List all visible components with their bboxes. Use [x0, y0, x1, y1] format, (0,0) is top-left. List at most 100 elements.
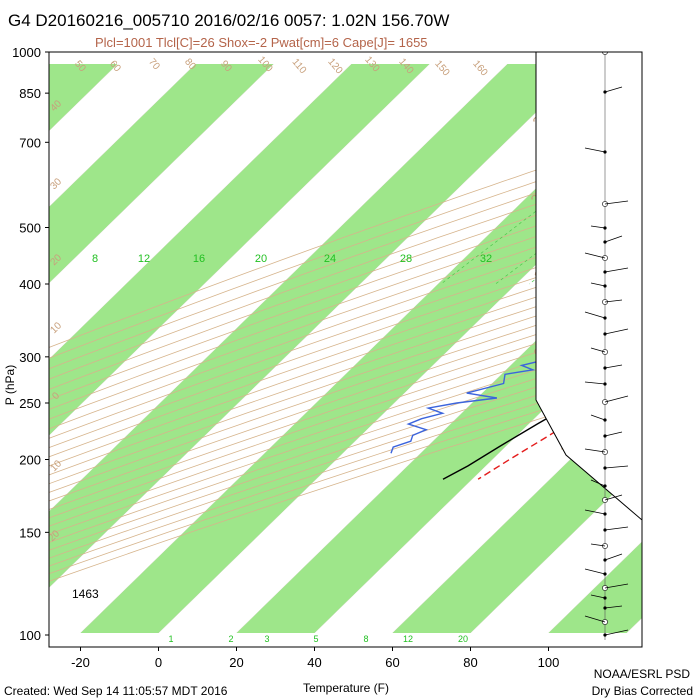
isotherm-line [470, 465, 642, 634]
y-tick-label: 1000 [12, 45, 41, 60]
wind-barb [604, 605, 623, 609]
y-tick-label: 850 [19, 86, 41, 101]
mixing-ratio-bottom-label: 20 [458, 634, 468, 644]
wind-barbs [584, 52, 629, 640]
isotherm-label-left: 30 [48, 176, 64, 192]
mixing-ratio-label: 8 [92, 253, 98, 265]
bias-note: Dry Bias Corrected [592, 684, 693, 698]
wind-barb [590, 225, 606, 229]
dry-adiabat [49, 201, 642, 410]
y-tick-label: 700 [19, 135, 41, 150]
y-tick-label: 400 [19, 277, 41, 292]
wind-profile-panel [535, 52, 642, 521]
isotherm-line [158, 160, 642, 634]
y-tick-label: 100 [19, 628, 41, 643]
temperature-axis: -20 0 20 40 60 80 100 [71, 647, 559, 670]
mixing-ratio-bottom-label: 3 [264, 634, 269, 644]
wind-barb [604, 583, 629, 589]
mixing-ratio-line [655, 52, 700, 284]
dry-adiabat [49, 252, 642, 458]
x-tick-label: 100 [538, 655, 560, 670]
pressure-axis: 100 150 200 250 300 400 500 700 850 1000 [12, 45, 49, 643]
wind-barb [604, 494, 623, 501]
mixing-ratio-label: 16 [193, 253, 205, 265]
x-tick-label: 20 [229, 655, 243, 670]
y-axis-label: P (hPa) [3, 365, 17, 405]
dry-adiabat [49, 327, 642, 527]
wind-barb [590, 347, 606, 353]
dry-adiabat [49, 336, 642, 535]
x-axis-label: Temperature (F) [303, 681, 389, 695]
dry-adiabat [49, 300, 642, 502]
created-timestamp: Created: Wed Sep 14 11:05:57 MDT 2016 [4, 684, 228, 698]
x-tick-label: 60 [385, 655, 399, 670]
isotherm-line [49, 63, 586, 588]
isotherm-label-left: 10 [48, 320, 64, 336]
mixing-ratio-label: 20 [255, 253, 267, 265]
mixing-ratio-bottom-label: 12 [403, 634, 413, 644]
isotherm-line [49, 63, 508, 512]
y-tick-label: 150 [19, 525, 41, 540]
wind-barb [604, 200, 629, 205]
mixing-ratio-line [440, 130, 642, 285]
dry-adiabat-label: 160 [470, 58, 489, 78]
wind-barb [584, 311, 606, 319]
dry-adiabat-label: 110 [290, 57, 309, 77]
wind-barb [604, 526, 629, 531]
wind-barb [584, 568, 606, 575]
wind-barb [584, 615, 606, 623]
isotherm-line [392, 389, 642, 634]
mixing-ratio-bottom-label: 8 [363, 634, 368, 644]
wind-barb [604, 328, 629, 335]
dry-adiabat [49, 242, 642, 449]
dry-adiabat-label: 70 [146, 57, 162, 73]
isotherm-line [49, 63, 196, 208]
dry-adiabat [49, 318, 642, 519]
dry-adiabat [49, 145, 642, 359]
wind-barb [604, 553, 623, 561]
wind-barb [584, 448, 606, 453]
wind-barb [604, 629, 629, 636]
dry-adiabat-label: 150 [432, 58, 451, 78]
wind-barb [604, 86, 623, 93]
dry-adiabat [49, 133, 642, 348]
dry-adiabat [49, 345, 642, 543]
chart-title: G4 D20160216_005710 2016/02/16 0057: 1.0… [8, 11, 449, 30]
mixing-ratio-label: 32 [480, 253, 492, 265]
wind-barb [604, 395, 629, 403]
wind-barb [604, 235, 623, 243]
y-tick-label: 300 [19, 350, 41, 365]
dry-adiabat [49, 262, 642, 467]
mixing-ratio-label: 12 [138, 253, 150, 265]
mixing-ratio-label: 24 [324, 253, 336, 265]
mixing-ratio-label: 28 [400, 253, 412, 265]
sounding-series-2 [390, 307, 642, 454]
isotherm-line [236, 236, 642, 634]
dry-adiabat [49, 222, 642, 430]
isotherm-label-left: 10 [48, 458, 64, 474]
dry-adiabat [49, 272, 642, 476]
x-tick-label: 80 [463, 655, 477, 670]
dry-adiabat [49, 232, 642, 439]
wind-barb [590, 479, 606, 487]
wind-barb [604, 431, 623, 437]
wind-barb [604, 465, 629, 469]
dry-adiabat [49, 353, 642, 551]
isotherm-line [49, 63, 352, 360]
wind-barb [590, 282, 606, 287]
x-tick-label: 0 [155, 655, 162, 670]
y-tick-label: 200 [19, 452, 41, 467]
y-tick-label: 250 [19, 396, 41, 411]
mixing-ratio-bottom-label: 2 [228, 634, 233, 644]
wind-barb [584, 252, 606, 259]
isotherm-line [49, 63, 430, 436]
plot-frame [48, 51, 643, 648]
wind-barb [604, 299, 623, 303]
mixing-ratio-bottom-label: 1 [168, 634, 173, 644]
mixing-ratio-bottom-label: 5 [313, 634, 318, 644]
wind-barb [603, 52, 605, 53]
x-tick-label: -20 [71, 655, 90, 670]
wind-barb [590, 543, 606, 547]
dry-adiabat [49, 281, 642, 485]
